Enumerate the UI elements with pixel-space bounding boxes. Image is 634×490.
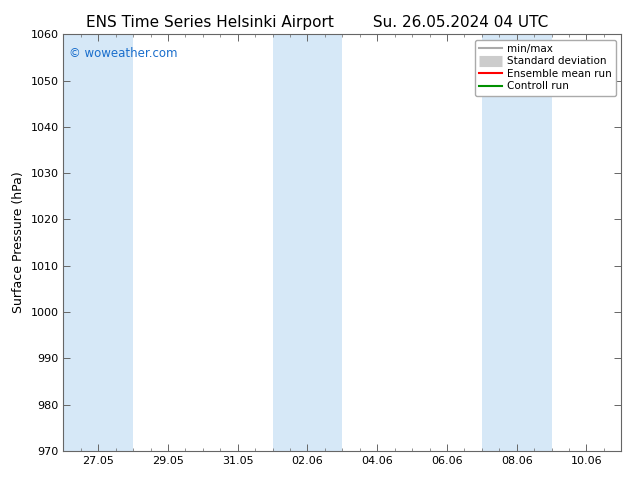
Text: ENS Time Series Helsinki Airport        Su. 26.05.2024 04 UTC: ENS Time Series Helsinki Airport Su. 26.… xyxy=(86,15,548,30)
Bar xyxy=(63,34,133,451)
Text: © woweather.com: © woweather.com xyxy=(69,47,178,60)
Bar xyxy=(482,34,552,451)
Legend: min/max, Standard deviation, Ensemble mean run, Controll run: min/max, Standard deviation, Ensemble me… xyxy=(475,40,616,96)
Bar xyxy=(273,34,342,451)
Y-axis label: Surface Pressure (hPa): Surface Pressure (hPa) xyxy=(12,172,25,314)
